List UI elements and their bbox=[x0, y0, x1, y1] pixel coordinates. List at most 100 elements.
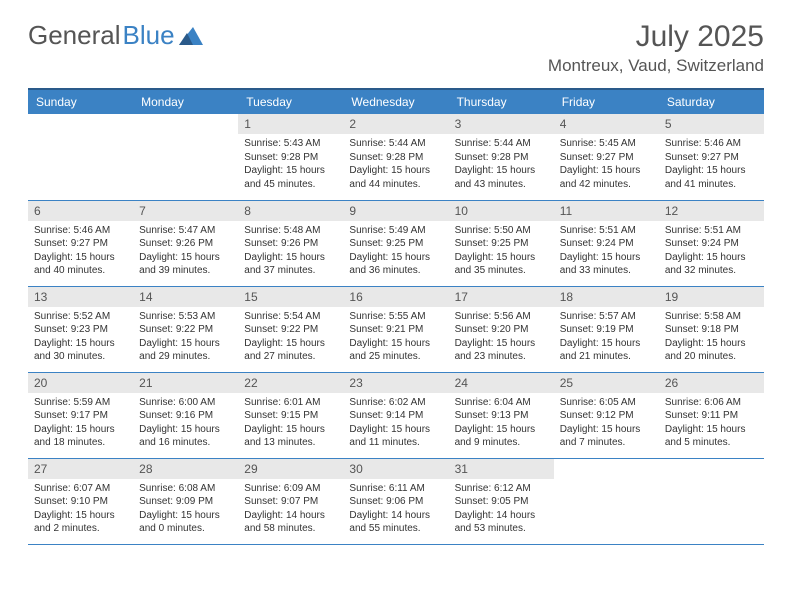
day-number: 26 bbox=[659, 373, 764, 393]
calendar-empty-cell bbox=[28, 114, 133, 200]
calendar-day-cell: 14Sunrise: 5:53 AMSunset: 9:22 PMDayligh… bbox=[133, 286, 238, 372]
day-data: Sunrise: 5:54 AMSunset: 9:22 PMDaylight:… bbox=[238, 307, 343, 367]
weekday-header: Friday bbox=[554, 89, 659, 114]
day-number: 4 bbox=[554, 114, 659, 134]
day-number: 3 bbox=[449, 114, 554, 134]
calendar-day-cell: 22Sunrise: 6:01 AMSunset: 9:15 PMDayligh… bbox=[238, 372, 343, 458]
title-block: July 2025 Montreux, Vaud, Switzerland bbox=[548, 20, 764, 76]
calendar-day-cell: 6Sunrise: 5:46 AMSunset: 9:27 PMDaylight… bbox=[28, 200, 133, 286]
calendar-empty-cell bbox=[659, 458, 764, 544]
calendar-week-row: 13Sunrise: 5:52 AMSunset: 9:23 PMDayligh… bbox=[28, 286, 764, 372]
calendar-day-cell: 17Sunrise: 5:56 AMSunset: 9:20 PMDayligh… bbox=[449, 286, 554, 372]
day-data: Sunrise: 5:45 AMSunset: 9:27 PMDaylight:… bbox=[554, 134, 659, 194]
day-number: 25 bbox=[554, 373, 659, 393]
calendar-day-cell: 23Sunrise: 6:02 AMSunset: 9:14 PMDayligh… bbox=[343, 372, 448, 458]
weekday-header: Tuesday bbox=[238, 89, 343, 114]
calendar-day-cell: 28Sunrise: 6:08 AMSunset: 9:09 PMDayligh… bbox=[133, 458, 238, 544]
weekday-header: Wednesday bbox=[343, 89, 448, 114]
day-number: 15 bbox=[238, 287, 343, 307]
calendar-day-cell: 8Sunrise: 5:48 AMSunset: 9:26 PMDaylight… bbox=[238, 200, 343, 286]
calendar-day-cell: 24Sunrise: 6:04 AMSunset: 9:13 PMDayligh… bbox=[449, 372, 554, 458]
calendar-day-cell: 16Sunrise: 5:55 AMSunset: 9:21 PMDayligh… bbox=[343, 286, 448, 372]
weekday-header: Monday bbox=[133, 89, 238, 114]
day-data: Sunrise: 5:46 AMSunset: 9:27 PMDaylight:… bbox=[28, 221, 133, 281]
calendar-day-cell: 30Sunrise: 6:11 AMSunset: 9:06 PMDayligh… bbox=[343, 458, 448, 544]
day-data: Sunrise: 5:51 AMSunset: 9:24 PMDaylight:… bbox=[659, 221, 764, 281]
calendar-day-cell: 2Sunrise: 5:44 AMSunset: 9:28 PMDaylight… bbox=[343, 114, 448, 200]
calendar-day-cell: 19Sunrise: 5:58 AMSunset: 9:18 PMDayligh… bbox=[659, 286, 764, 372]
day-number: 5 bbox=[659, 114, 764, 134]
calendar-day-cell: 20Sunrise: 5:59 AMSunset: 9:17 PMDayligh… bbox=[28, 372, 133, 458]
day-number: 2 bbox=[343, 114, 448, 134]
day-number: 10 bbox=[449, 201, 554, 221]
day-data: Sunrise: 5:57 AMSunset: 9:19 PMDaylight:… bbox=[554, 307, 659, 367]
calendar-day-cell: 26Sunrise: 6:06 AMSunset: 9:11 PMDayligh… bbox=[659, 372, 764, 458]
day-number: 12 bbox=[659, 201, 764, 221]
calendar-day-cell: 9Sunrise: 5:49 AMSunset: 9:25 PMDaylight… bbox=[343, 200, 448, 286]
day-data: Sunrise: 5:59 AMSunset: 9:17 PMDaylight:… bbox=[28, 393, 133, 453]
day-number: 16 bbox=[343, 287, 448, 307]
day-number: 8 bbox=[238, 201, 343, 221]
day-data: Sunrise: 5:48 AMSunset: 9:26 PMDaylight:… bbox=[238, 221, 343, 281]
calendar-day-cell: 4Sunrise: 5:45 AMSunset: 9:27 PMDaylight… bbox=[554, 114, 659, 200]
day-data: Sunrise: 6:04 AMSunset: 9:13 PMDaylight:… bbox=[449, 393, 554, 453]
day-number: 24 bbox=[449, 373, 554, 393]
weekday-header: Thursday bbox=[449, 89, 554, 114]
day-number: 29 bbox=[238, 459, 343, 479]
calendar-week-row: 20Sunrise: 5:59 AMSunset: 9:17 PMDayligh… bbox=[28, 372, 764, 458]
calendar-week-row: 6Sunrise: 5:46 AMSunset: 9:27 PMDaylight… bbox=[28, 200, 764, 286]
calendar-day-cell: 29Sunrise: 6:09 AMSunset: 9:07 PMDayligh… bbox=[238, 458, 343, 544]
weekday-header: Saturday bbox=[659, 89, 764, 114]
weekday-header: Sunday bbox=[28, 89, 133, 114]
day-data: Sunrise: 6:05 AMSunset: 9:12 PMDaylight:… bbox=[554, 393, 659, 453]
day-number: 17 bbox=[449, 287, 554, 307]
calendar-day-cell: 18Sunrise: 5:57 AMSunset: 9:19 PMDayligh… bbox=[554, 286, 659, 372]
calendar-day-cell: 3Sunrise: 5:44 AMSunset: 9:28 PMDaylight… bbox=[449, 114, 554, 200]
calendar-day-cell: 27Sunrise: 6:07 AMSunset: 9:10 PMDayligh… bbox=[28, 458, 133, 544]
day-data: Sunrise: 6:11 AMSunset: 9:06 PMDaylight:… bbox=[343, 479, 448, 539]
location: Montreux, Vaud, Switzerland bbox=[548, 56, 764, 76]
day-number: 11 bbox=[554, 201, 659, 221]
day-number: 13 bbox=[28, 287, 133, 307]
day-data: Sunrise: 5:58 AMSunset: 9:18 PMDaylight:… bbox=[659, 307, 764, 367]
day-data: Sunrise: 5:52 AMSunset: 9:23 PMDaylight:… bbox=[28, 307, 133, 367]
day-number: 6 bbox=[28, 201, 133, 221]
day-data: Sunrise: 6:08 AMSunset: 9:09 PMDaylight:… bbox=[133, 479, 238, 539]
calendar-day-cell: 21Sunrise: 6:00 AMSunset: 9:16 PMDayligh… bbox=[133, 372, 238, 458]
day-data: Sunrise: 5:44 AMSunset: 9:28 PMDaylight:… bbox=[449, 134, 554, 194]
day-number: 7 bbox=[133, 201, 238, 221]
day-data: Sunrise: 6:07 AMSunset: 9:10 PMDaylight:… bbox=[28, 479, 133, 539]
calendar-day-cell: 31Sunrise: 6:12 AMSunset: 9:05 PMDayligh… bbox=[449, 458, 554, 544]
logo: GeneralBlue bbox=[28, 20, 203, 51]
day-data: Sunrise: 6:06 AMSunset: 9:11 PMDaylight:… bbox=[659, 393, 764, 453]
day-data: Sunrise: 5:50 AMSunset: 9:25 PMDaylight:… bbox=[449, 221, 554, 281]
day-number: 20 bbox=[28, 373, 133, 393]
calendar-day-cell: 25Sunrise: 6:05 AMSunset: 9:12 PMDayligh… bbox=[554, 372, 659, 458]
day-data: Sunrise: 5:49 AMSunset: 9:25 PMDaylight:… bbox=[343, 221, 448, 281]
header: GeneralBlue July 2025 Montreux, Vaud, Sw… bbox=[28, 20, 764, 76]
day-data: Sunrise: 6:01 AMSunset: 9:15 PMDaylight:… bbox=[238, 393, 343, 453]
day-data: Sunrise: 5:51 AMSunset: 9:24 PMDaylight:… bbox=[554, 221, 659, 281]
calendar-day-cell: 5Sunrise: 5:46 AMSunset: 9:27 PMDaylight… bbox=[659, 114, 764, 200]
calendar-day-cell: 7Sunrise: 5:47 AMSunset: 9:26 PMDaylight… bbox=[133, 200, 238, 286]
logo-text-1: General bbox=[28, 20, 121, 51]
calendar-day-cell: 13Sunrise: 5:52 AMSunset: 9:23 PMDayligh… bbox=[28, 286, 133, 372]
day-number: 28 bbox=[133, 459, 238, 479]
day-data: Sunrise: 6:00 AMSunset: 9:16 PMDaylight:… bbox=[133, 393, 238, 453]
day-number: 9 bbox=[343, 201, 448, 221]
day-number: 23 bbox=[343, 373, 448, 393]
calendar-day-cell: 12Sunrise: 5:51 AMSunset: 9:24 PMDayligh… bbox=[659, 200, 764, 286]
day-number: 27 bbox=[28, 459, 133, 479]
day-data: Sunrise: 5:53 AMSunset: 9:22 PMDaylight:… bbox=[133, 307, 238, 367]
day-data: Sunrise: 6:02 AMSunset: 9:14 PMDaylight:… bbox=[343, 393, 448, 453]
calendar-week-row: 27Sunrise: 6:07 AMSunset: 9:10 PMDayligh… bbox=[28, 458, 764, 544]
calendar-day-cell: 15Sunrise: 5:54 AMSunset: 9:22 PMDayligh… bbox=[238, 286, 343, 372]
day-data: Sunrise: 5:43 AMSunset: 9:28 PMDaylight:… bbox=[238, 134, 343, 194]
day-number: 21 bbox=[133, 373, 238, 393]
day-data: Sunrise: 5:46 AMSunset: 9:27 PMDaylight:… bbox=[659, 134, 764, 194]
day-number: 22 bbox=[238, 373, 343, 393]
month-title: July 2025 bbox=[548, 20, 764, 54]
logo-text-2: Blue bbox=[123, 20, 175, 51]
calendar-empty-cell bbox=[554, 458, 659, 544]
logo-icon bbox=[179, 27, 203, 45]
